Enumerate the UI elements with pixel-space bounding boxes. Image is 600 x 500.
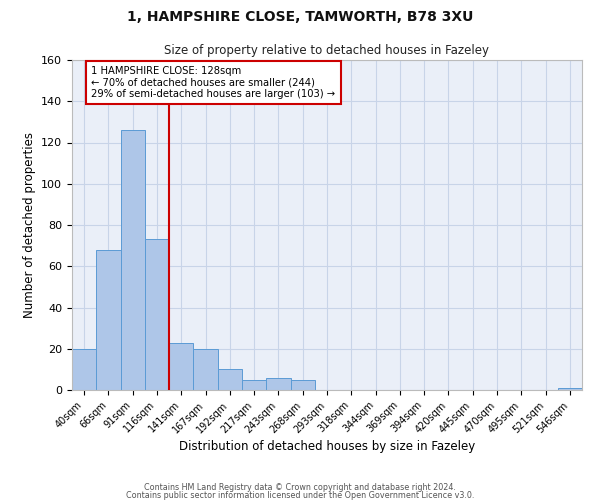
Bar <box>193 349 218 390</box>
Bar <box>218 370 242 390</box>
Bar <box>121 130 145 390</box>
X-axis label: Distribution of detached houses by size in Fazeley: Distribution of detached houses by size … <box>179 440 475 453</box>
Y-axis label: Number of detached properties: Number of detached properties <box>23 132 35 318</box>
Bar <box>242 380 266 390</box>
Bar <box>558 388 582 390</box>
Bar <box>266 378 290 390</box>
Bar <box>96 250 121 390</box>
Text: Contains public sector information licensed under the Open Government Licence v3: Contains public sector information licen… <box>126 490 474 500</box>
Bar <box>72 349 96 390</box>
Text: Contains HM Land Registry data © Crown copyright and database right 2024.: Contains HM Land Registry data © Crown c… <box>144 484 456 492</box>
Bar <box>290 380 315 390</box>
Bar <box>145 240 169 390</box>
Title: Size of property relative to detached houses in Fazeley: Size of property relative to detached ho… <box>164 44 490 58</box>
Text: 1, HAMPSHIRE CLOSE, TAMWORTH, B78 3XU: 1, HAMPSHIRE CLOSE, TAMWORTH, B78 3XU <box>127 10 473 24</box>
Bar <box>169 342 193 390</box>
Text: 1 HAMPSHIRE CLOSE: 128sqm
← 70% of detached houses are smaller (244)
29% of semi: 1 HAMPSHIRE CLOSE: 128sqm ← 70% of detac… <box>91 66 335 100</box>
